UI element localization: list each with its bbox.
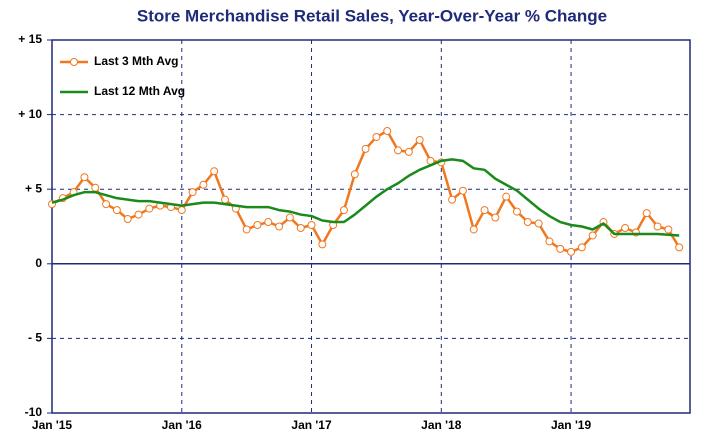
point [653,222,662,231]
plot-border [51,39,691,414]
chart-title: Store Merchandise Retail Sales, Year-Ove… [137,6,607,25]
point [545,237,554,246]
point [177,206,186,215]
x-tick-label: Jan '17 [291,418,332,432]
point [577,243,586,252]
point [199,180,208,189]
point [91,183,100,192]
point [372,132,381,141]
point [285,213,294,222]
point [480,206,489,215]
point [275,222,284,231]
point [523,218,532,227]
x-tick-label: Jan '16 [162,418,203,432]
point [134,210,143,219]
point [242,225,251,234]
y-tick-label: + 10 [18,107,42,121]
point [534,219,543,228]
point [123,215,132,224]
point [296,223,305,232]
point [307,221,316,230]
point [383,127,392,136]
x-tick-label: Jan '18 [421,418,462,432]
point [318,240,327,249]
point [404,147,413,156]
point [264,218,273,227]
point [145,204,154,213]
point [253,221,262,230]
point [102,200,111,209]
point [469,225,478,234]
point [642,209,651,218]
point [210,167,219,176]
point [567,247,576,256]
point [112,206,121,215]
point [188,188,197,197]
point [80,173,89,182]
point [588,231,597,240]
point [458,186,467,195]
y-tick-label: + 15 [18,32,42,46]
x-tick-label: Jan '19 [551,418,592,432]
point [556,244,565,253]
point [675,243,684,252]
y-tick-label: 0 [35,256,42,270]
point [339,206,348,215]
point [621,223,630,232]
point [361,144,370,153]
legend-label: Last 3 Mth Avg [94,54,178,68]
legend-marker [70,58,78,66]
legend-label: Last 12 Mth Avg [94,84,185,98]
point [350,170,359,179]
x-tick-label: Jan '15 [32,418,73,432]
y-tick-label: - 5 [28,331,42,345]
point [448,195,457,204]
series-line [51,158,680,237]
point [502,192,511,201]
point [394,146,403,155]
point [491,213,500,222]
point [221,195,230,204]
point [512,207,521,216]
point [415,135,424,144]
y-tick-label: + 5 [25,181,42,195]
point [664,225,673,234]
y-tick-label: -10 [25,405,43,419]
